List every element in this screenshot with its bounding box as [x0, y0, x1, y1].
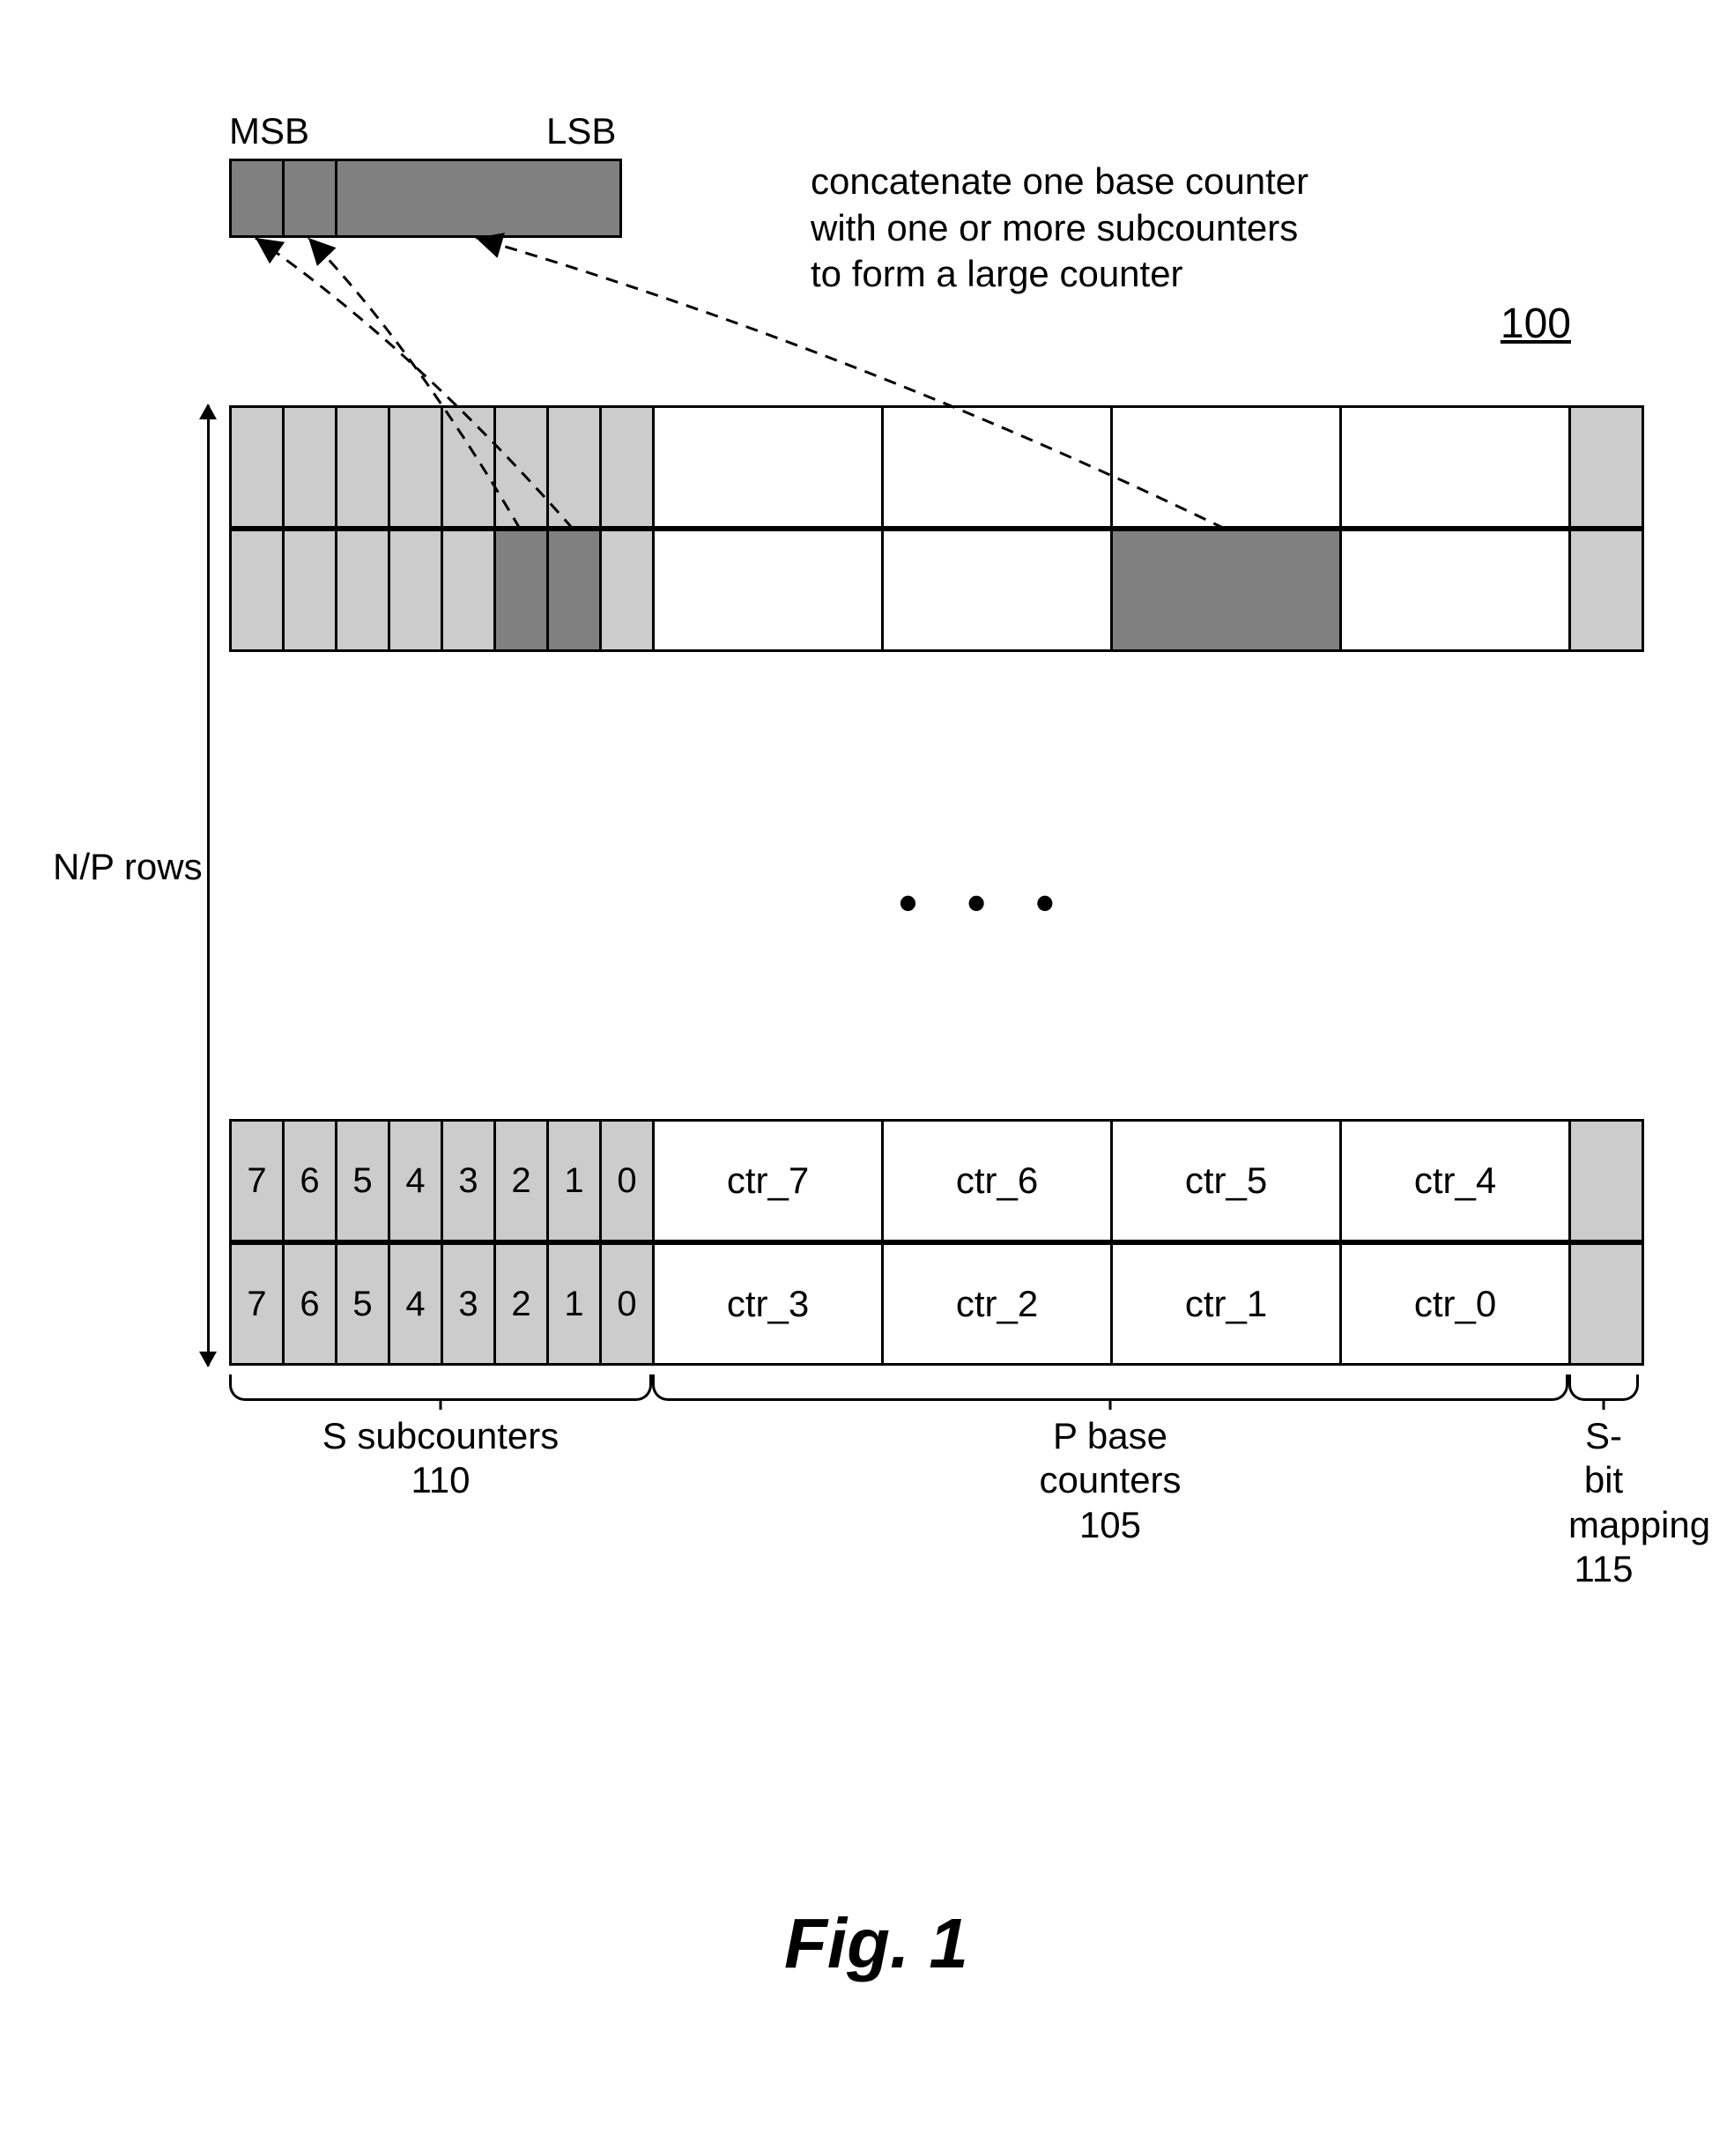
- subcounter-cell: [390, 408, 443, 526]
- subcounter-cell: [602, 531, 655, 649]
- base-counter-cell: ctr_6: [884, 1122, 1113, 1240]
- rows-label: N/P rows: [53, 846, 203, 888]
- base-counter-cell: ctr_4: [1342, 1122, 1571, 1240]
- subcounter-cell: [232, 531, 285, 649]
- subcounter-cell: [285, 408, 337, 526]
- memory-row: [229, 529, 1644, 652]
- rows-arrow-line: [207, 405, 210, 1366]
- mapping-cell: [1571, 531, 1642, 649]
- msb-lsb-segment: [285, 161, 337, 235]
- base-counters-label: P basecounters105: [652, 1414, 1568, 1547]
- memory-row: 76543210ctr_7ctr_6ctr_5ctr_4: [229, 1119, 1644, 1242]
- concat-description: concatenate one base counterwith one or …: [811, 159, 1308, 298]
- base-counter-cell: [884, 408, 1113, 526]
- figure-container: 100 MSB LSB concatenate one base counterwit…: [35, 35, 1677, 2121]
- sbit-mapping-brace: [1568, 1374, 1639, 1401]
- rows-arrow-head-down: [199, 1352, 217, 1367]
- base-counter-cell: [1113, 408, 1342, 526]
- subcounter-cell: [602, 408, 655, 526]
- subcounter-cell: 7: [232, 1245, 285, 1363]
- subcounter-cell: [285, 531, 337, 649]
- subcounter-cell: [549, 408, 602, 526]
- subcounter-cell: 5: [337, 1122, 390, 1240]
- subcounter-cell: [232, 408, 285, 526]
- base-counter-cell: ctr_2: [884, 1245, 1113, 1363]
- base-counter-cell: [884, 531, 1113, 649]
- subcounter-cell: [390, 531, 443, 649]
- msb-lsb-segment: [232, 161, 285, 235]
- memory-row: [229, 405, 1644, 529]
- subcounters-brace: [229, 1374, 652, 1401]
- subcounter-cell: 6: [285, 1245, 337, 1363]
- subcounter-cell: 3: [443, 1245, 496, 1363]
- base-counter-cell: ctr_0: [1342, 1245, 1571, 1363]
- subcounters-label: S subcounters110: [229, 1414, 652, 1503]
- subcounter-cell: 2: [496, 1122, 549, 1240]
- subcounter-cell: 0: [602, 1122, 655, 1240]
- subcounter-cell: 3: [443, 1122, 496, 1240]
- msb-lsb-segment: [337, 161, 619, 235]
- subcounter-cell: 1: [549, 1122, 602, 1240]
- mapping-cell: [1571, 1122, 1642, 1240]
- ellipsis-dots: • • •: [899, 872, 1071, 933]
- subcounter-cell: [443, 531, 496, 649]
- base-counter-cell: [655, 531, 884, 649]
- msb-lsb-box: [229, 159, 622, 238]
- lsb-label: LSB: [546, 110, 616, 152]
- subcounter-cell: [443, 408, 496, 526]
- subcounter-cell: 7: [232, 1122, 285, 1240]
- subcounter-cell: 2: [496, 1245, 549, 1363]
- base-counter-cell: [1342, 531, 1571, 649]
- base-counter-cell: ctr_1: [1113, 1245, 1342, 1363]
- figure-caption: Fig. 1: [784, 1903, 968, 1984]
- subcounter-cell: 4: [390, 1122, 443, 1240]
- subcounter-cell: 6: [285, 1122, 337, 1240]
- base-counter-cell: [1342, 408, 1571, 526]
- mapping-cell: [1571, 408, 1642, 526]
- subcounter-cell: [549, 531, 602, 649]
- memory-row: 76543210ctr_3ctr_2ctr_1ctr_0: [229, 1242, 1644, 1366]
- subcounter-cell: [496, 408, 549, 526]
- subcounter-cell: 1: [549, 1245, 602, 1363]
- sbit-mapping-label: S-bitmapping115: [1568, 1414, 1639, 1592]
- subcounter-cell: 4: [390, 1245, 443, 1363]
- base-counter-cell: ctr_5: [1113, 1122, 1342, 1240]
- subcounter-cell: [337, 531, 390, 649]
- mapping-cell: [1571, 1245, 1642, 1363]
- base-counter-cell: [1113, 531, 1342, 649]
- subcounter-cell: [337, 408, 390, 526]
- base-counters-brace: [652, 1374, 1568, 1401]
- subcounter-cell: [496, 531, 549, 649]
- base-counter-cell: ctr_7: [655, 1122, 884, 1240]
- subcounter-cell: 0: [602, 1245, 655, 1363]
- base-counter-cell: ctr_3: [655, 1245, 884, 1363]
- dashed-arrows: [35, 35, 1677, 2121]
- rows-arrow-head-up: [199, 404, 217, 419]
- msb-label: MSB: [229, 110, 309, 152]
- subcounter-cell: 5: [337, 1245, 390, 1363]
- base-counter-cell: [655, 408, 884, 526]
- reference-number: 100: [1501, 300, 1571, 348]
